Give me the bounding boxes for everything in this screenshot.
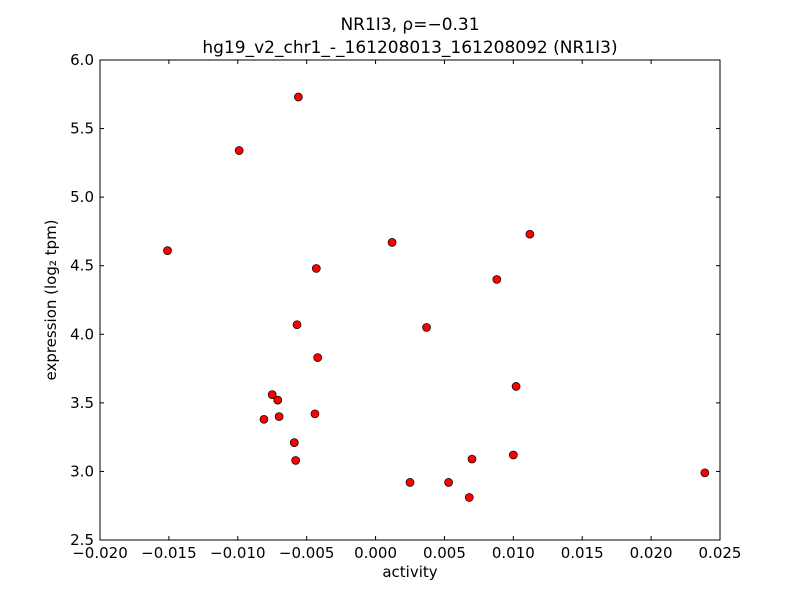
data-point (313, 353, 323, 362)
y-tick-label: 4.5 (70, 257, 94, 275)
x-axis-label: activity (382, 563, 437, 581)
data-point (273, 395, 283, 405)
x-tick-label: 0.010 (492, 544, 535, 562)
data-point (289, 438, 299, 447)
data-point (292, 320, 302, 330)
chart-title-line2: hg19_v2_chr1_-_161208013_161208092 (NR1I… (202, 38, 617, 58)
data-point (405, 478, 415, 487)
data-point (163, 246, 172, 255)
y-tick-label: 5.5 (70, 120, 94, 138)
data-point (294, 92, 303, 102)
data-point (508, 450, 518, 460)
y-tick-label: 3.5 (70, 394, 94, 412)
data-point (422, 323, 431, 332)
x-tick-label: 0.020 (630, 544, 673, 562)
data-point (274, 412, 284, 421)
data-point (310, 409, 320, 419)
data-point (387, 238, 397, 247)
x-tick-label: −0.005 (279, 544, 335, 562)
data-point (234, 146, 244, 155)
y-tick-label: 4.0 (70, 325, 94, 343)
data-point (467, 454, 477, 464)
y-tick-label: 2.5 (70, 531, 94, 549)
y-tick-label: 3.0 (70, 462, 94, 480)
data-point (259, 414, 269, 424)
y-tick-label: 6.0 (70, 51, 94, 69)
data-point (511, 382, 521, 391)
data-point (267, 390, 277, 399)
x-tick-label: 0.005 (423, 544, 466, 562)
data-point (700, 468, 710, 478)
x-tick-label: −0.010 (210, 544, 266, 562)
data-point (492, 275, 502, 284)
x-tick-label: 0.025 (699, 544, 742, 562)
plot-frame (99, 59, 721, 541)
data-point (464, 493, 474, 502)
x-tick-label: −0.015 (141, 544, 197, 562)
x-tick-label: −0.020 (72, 544, 128, 562)
chart-title-line1: NR1I3, ρ=−0.31 (340, 15, 479, 35)
x-tick-label: 0.000 (354, 544, 397, 562)
y-axis-label: expression (log₂ tpm) (42, 219, 60, 380)
data-point (525, 229, 535, 239)
data-point (444, 478, 453, 487)
y-tick-label: 5.0 (70, 188, 94, 206)
data-point (311, 264, 321, 273)
x-tick-label: 0.015 (561, 544, 604, 562)
data-point (291, 456, 300, 465)
